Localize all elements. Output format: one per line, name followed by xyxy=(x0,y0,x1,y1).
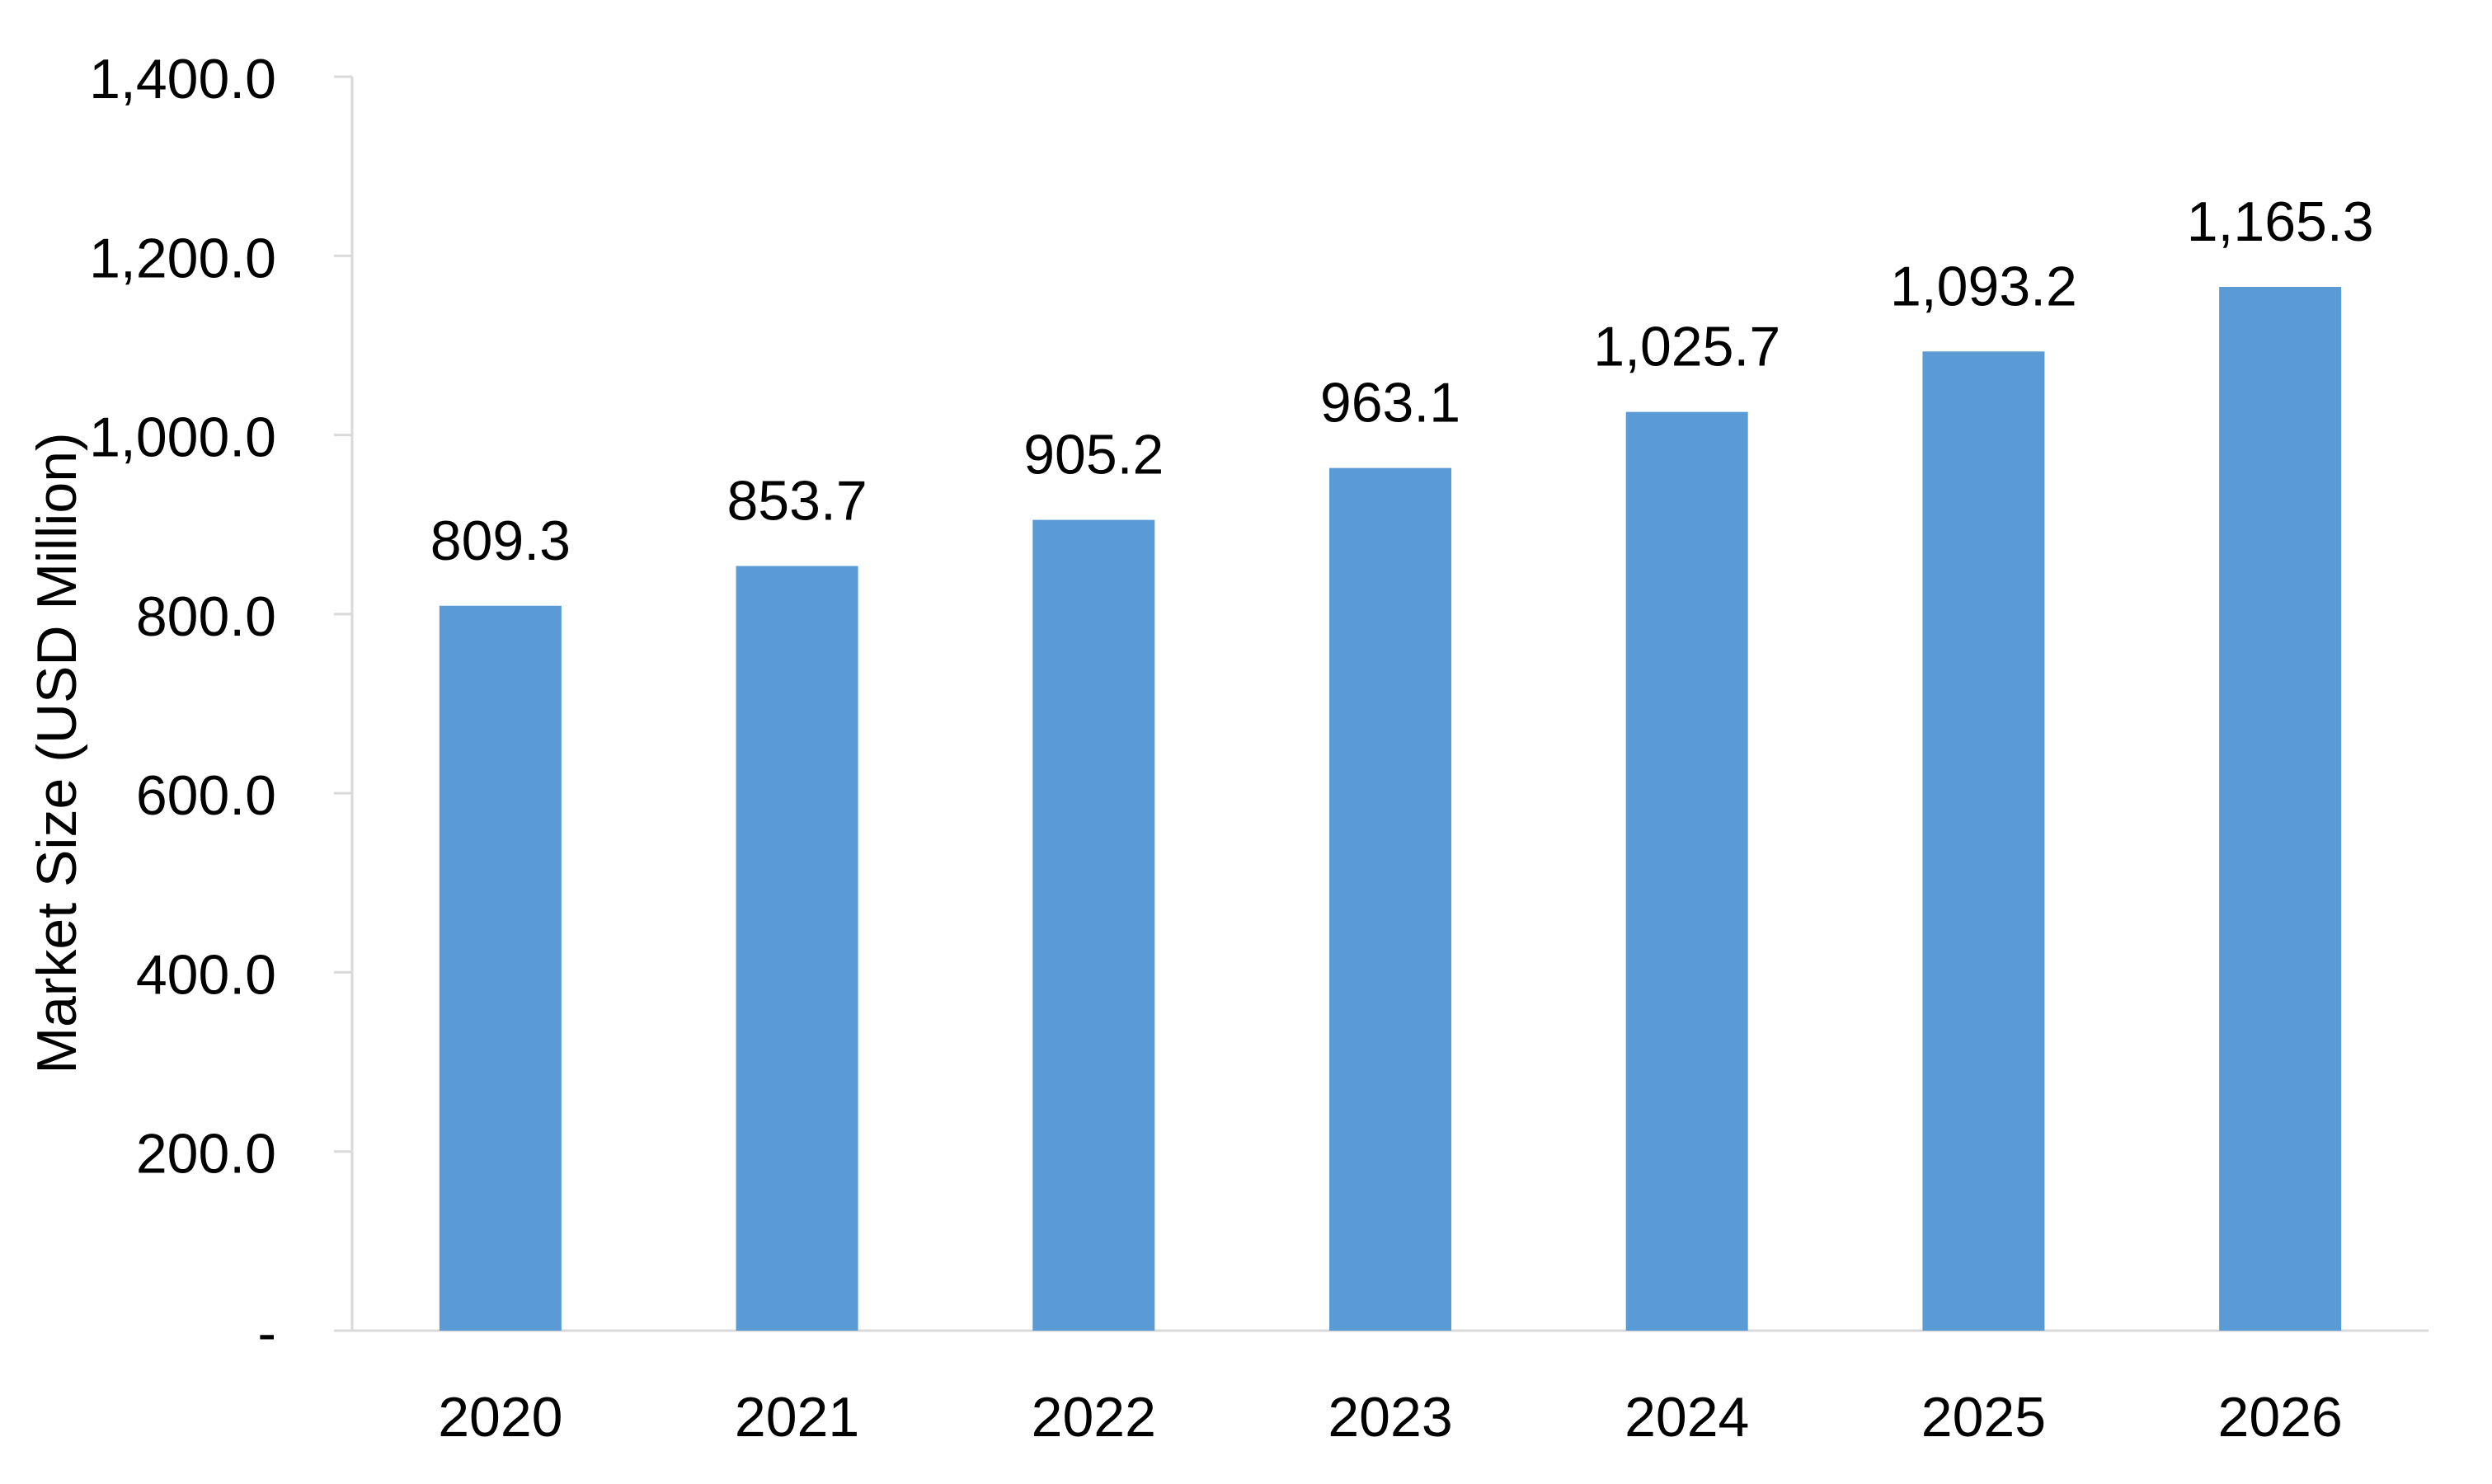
y-tick-label: 400.0 xyxy=(136,943,276,1006)
x-tick-label-2024: 2024 xyxy=(1625,1386,1749,1449)
y-tick-label: 200.0 xyxy=(136,1123,276,1186)
y-tick-label: 1,000.0 xyxy=(89,406,276,469)
data-label-2021: 853.7 xyxy=(726,470,867,533)
x-tick-label-2020: 2020 xyxy=(438,1386,562,1449)
x-tick-label-2021: 2021 xyxy=(735,1386,859,1449)
x-axis-labels: 2020 2021 2022 2023 2024 2025 2026 xyxy=(438,1386,2343,1449)
bars xyxy=(439,286,2342,1331)
data-label-2026: 1,165.3 xyxy=(2187,190,2374,253)
data-label-2023: 963.1 xyxy=(1320,372,1460,434)
y-tick-label: - xyxy=(257,1302,276,1364)
x-tick-label-2026: 2026 xyxy=(2218,1386,2343,1449)
bar-2025 xyxy=(1922,351,2045,1331)
y-tick-label: 1,400.0 xyxy=(89,48,276,110)
y-tick-label: 600.0 xyxy=(136,764,276,827)
y-axis-ticks: - 200.0 400.0 600.0 800.0 1,000.0 1,200.0 1,400… xyxy=(89,48,352,1364)
bar-2022 xyxy=(1032,519,1155,1331)
bar-2020 xyxy=(439,605,562,1331)
x-tick-label-2022: 2022 xyxy=(1032,1386,1156,1449)
data-labels: 809.3 853.7 905.2 963.1 1,025.7 1,093.2 1,165.… xyxy=(430,190,2374,572)
data-label-2024: 1,025.7 xyxy=(1593,316,1780,378)
x-tick-label-2023: 2023 xyxy=(1328,1386,1452,1449)
y-tick-label: 1,200.0 xyxy=(89,227,276,289)
y-axis-title: Market Size (USD Million) xyxy=(26,432,88,1073)
bar-2023 xyxy=(1329,467,1451,1331)
y-tick-label: 800.0 xyxy=(136,585,276,648)
data-label-2020: 809.3 xyxy=(430,510,571,572)
bar-2026 xyxy=(2219,286,2342,1331)
data-label-2022: 905.2 xyxy=(1023,424,1164,486)
bar-2021 xyxy=(736,566,858,1331)
bar-2024 xyxy=(1625,411,1748,1331)
x-tick-label-2025: 2025 xyxy=(1921,1386,2046,1449)
data-label-2025: 1,093.2 xyxy=(1890,255,2077,317)
